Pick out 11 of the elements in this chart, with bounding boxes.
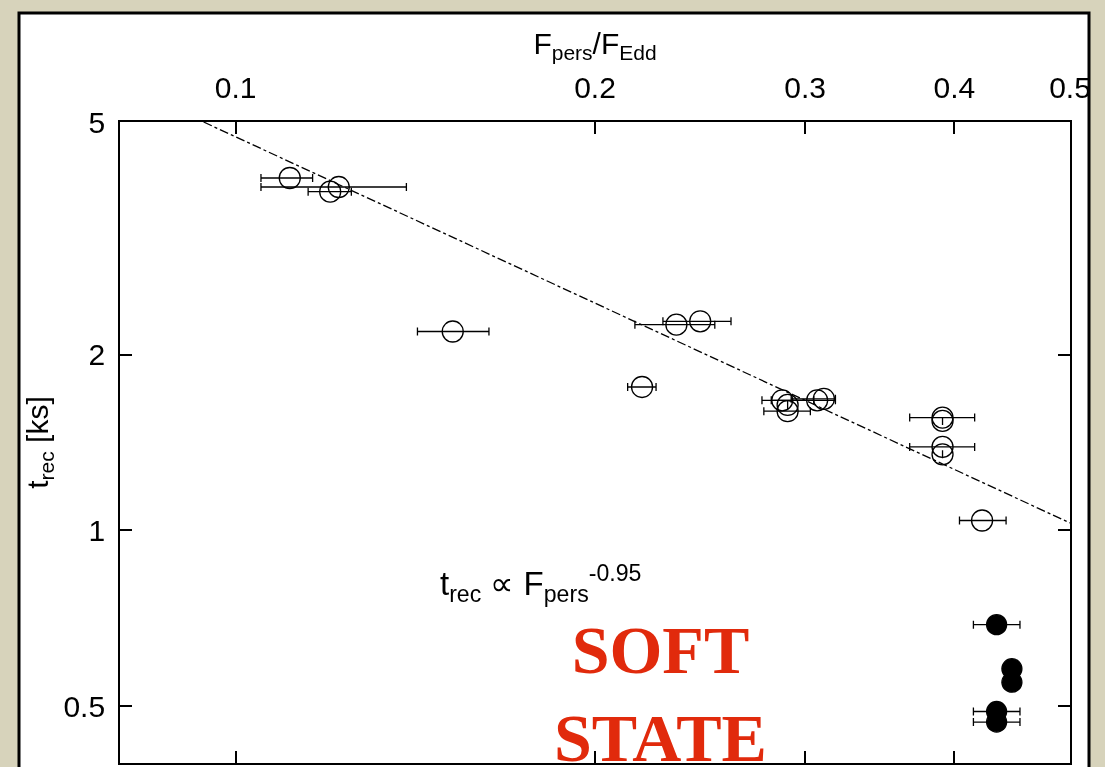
x-tick-label: 0.3	[784, 71, 827, 105]
x-tick-label: 0.2	[574, 71, 616, 105]
annotation: SOFT STATE	[554, 612, 767, 767]
y-tick-label: 1	[88, 513, 106, 547]
x-tick-label: 0.1	[214, 71, 257, 105]
x-tick-label: 0.5	[1049, 71, 1091, 105]
y-tick-label: 2	[88, 338, 106, 372]
y-tick-label: 5	[88, 105, 106, 139]
x-axis-title: F$_{pers}$/F$_{Edd}$	[533, 26, 657, 64]
y-tick-label: 0.5	[63, 689, 106, 723]
x-tick-label: 0.4	[933, 71, 976, 105]
